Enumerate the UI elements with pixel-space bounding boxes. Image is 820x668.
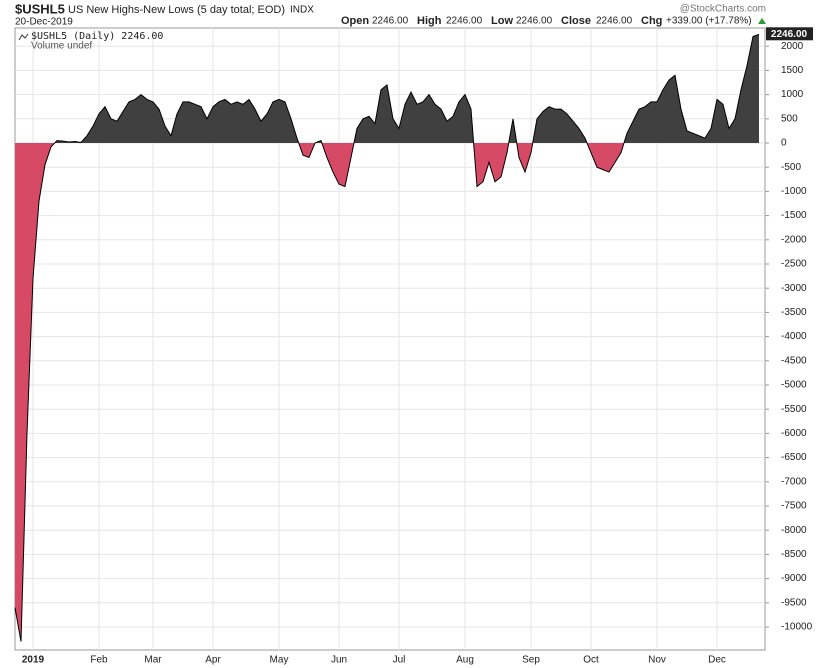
y-tick-label: -5500 — [781, 404, 807, 415]
series-name: US New Highs-New Lows (5 day total; EOD) — [68, 4, 285, 16]
symbol: $USHL5 — [15, 1, 65, 16]
y-tick-label: -6500 — [781, 452, 807, 463]
open-value: 2246.00 — [372, 16, 409, 27]
x-tick-label: Aug — [456, 655, 474, 666]
y-tick-label: -10000 — [781, 622, 813, 633]
y-tick-label: -3000 — [781, 283, 807, 294]
y-tick-label: 2000 — [781, 41, 804, 52]
legend-icon — [18, 33, 29, 41]
y-tick-label: -4500 — [781, 355, 807, 366]
y-tick-label: -7000 — [781, 476, 807, 487]
y-tick-label: -1000 — [781, 186, 807, 197]
x-tick-label: Jul — [393, 655, 406, 666]
x-tick-label: Dec — [708, 655, 726, 666]
chg-label: Chg — [641, 15, 662, 27]
open-label: Open — [341, 15, 369, 27]
y-tick-label: -8500 — [781, 549, 807, 560]
low-label: Low — [491, 15, 513, 27]
y-tick-label: 1000 — [781, 89, 804, 100]
x-tick-label: May — [270, 655, 289, 666]
last-value-box — [766, 27, 813, 41]
high-value: 2246.00 — [446, 16, 483, 27]
y-tick-label: -9500 — [781, 597, 807, 608]
legend-series: $USHL5 (Daily) 2246.00 — [31, 31, 163, 42]
brand: @StockCharts.com — [680, 4, 766, 15]
low-value: 2246.00 — [516, 16, 553, 27]
area-positive — [54, 34, 759, 144]
close-value: 2246.00 — [596, 16, 633, 27]
y-tick-label: 500 — [781, 113, 798, 124]
x-tick-label: Nov — [648, 655, 666, 666]
y-tick-label: -9000 — [781, 573, 807, 584]
date: 20-Dec-2019 — [15, 17, 73, 28]
legend-volume: Volume undef — [31, 41, 92, 52]
x-tick-label: Apr — [205, 655, 221, 666]
x-tick-label: Jun — [331, 655, 347, 666]
exchange: INDX — [290, 5, 314, 16]
y-tick-label: -1500 — [781, 210, 807, 221]
y-tick-label: -8000 — [781, 525, 807, 536]
x-tick-label: Oct — [583, 655, 599, 666]
high-label: High — [417, 15, 442, 27]
x-tick-label: Mar — [144, 655, 162, 666]
chg-value: +339.00 (+17.78%) — [666, 16, 752, 27]
y-tick-label: -3500 — [781, 307, 807, 318]
y-tick-label: -2500 — [781, 259, 807, 270]
line — [14, 33, 760, 642]
y-tick-label: -5000 — [781, 380, 807, 391]
y-tick-label: 1500 — [781, 65, 804, 76]
up-arrow — [758, 18, 766, 24]
y-tick-label: -2000 — [781, 234, 807, 245]
x-tick-label: 2019 — [22, 655, 45, 666]
x-tick-label: Sep — [522, 655, 540, 666]
close-label: Close — [561, 15, 591, 27]
y-tick-label: -6000 — [781, 428, 807, 439]
last-value-label: 2246.00 — [771, 29, 808, 40]
y-tick-label: -4000 — [781, 331, 807, 342]
x-tick-label: Feb — [90, 655, 108, 666]
y-tick-label: -7500 — [781, 501, 807, 512]
y-tick-label: -500 — [781, 162, 801, 173]
y-tick-label: 0 — [781, 138, 787, 149]
marks — [14, 33, 760, 642]
